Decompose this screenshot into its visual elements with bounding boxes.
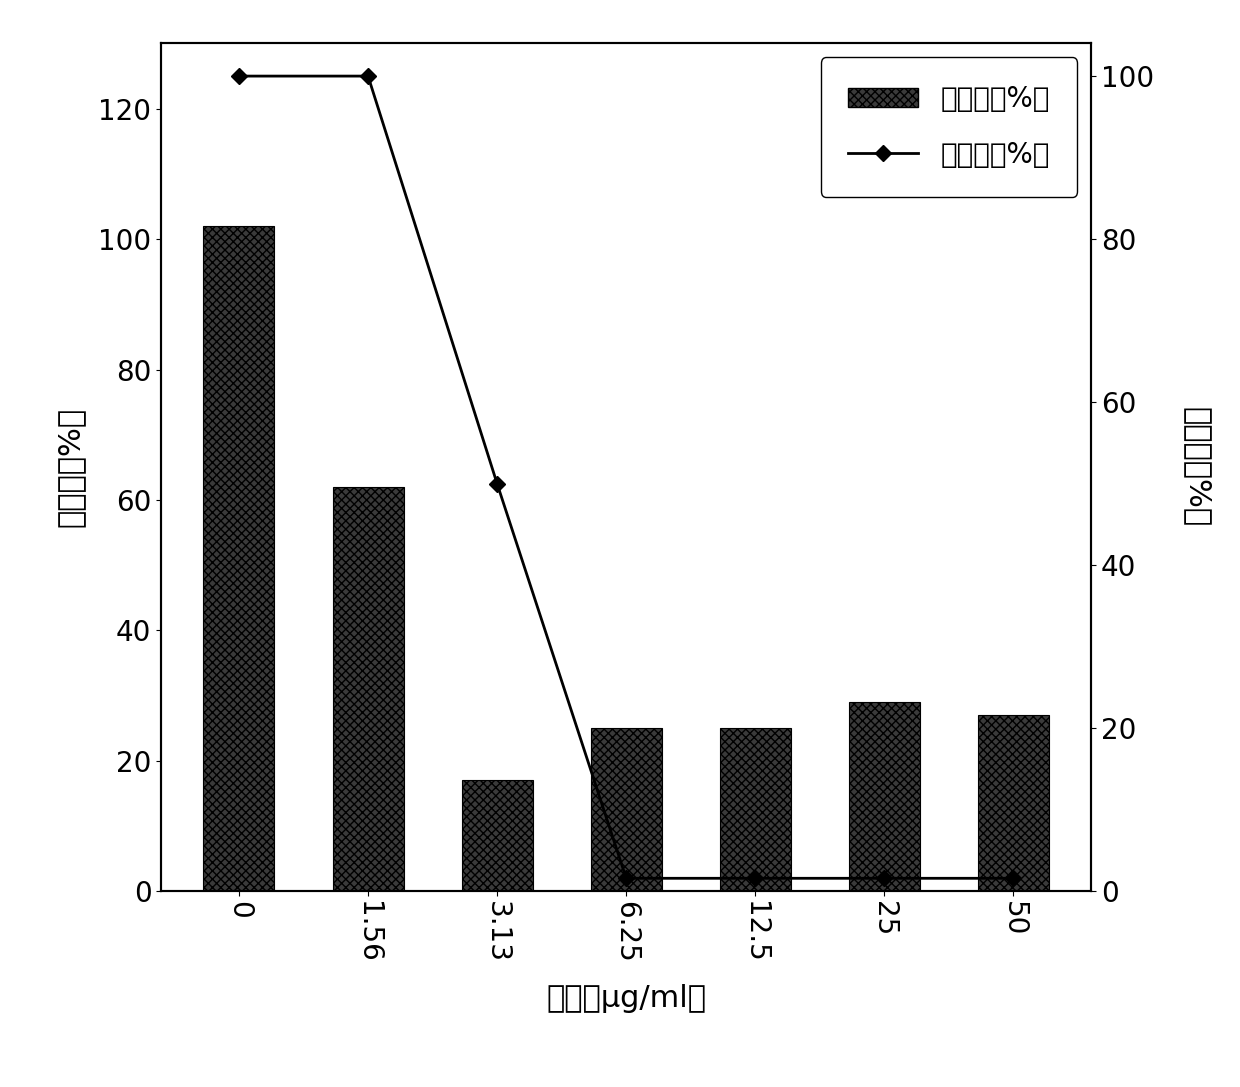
Bar (590, 728, 662, 891)
Bar (719, 728, 791, 891)
Bar (203, 226, 274, 891)
X-axis label: 浓度（μg/ml）: 浓度（μg/ml） (546, 984, 707, 1013)
Bar (978, 715, 1049, 891)
Y-axis label: 生长率（%）: 生长率（%） (1182, 408, 1210, 527)
Bar (849, 702, 920, 891)
Bar (332, 487, 403, 891)
Bar (461, 780, 533, 891)
Y-axis label: 粘附率（%）: 粘附率（%） (56, 408, 84, 527)
Legend: 粘附性（%）, 生长率（%）: 粘附性（%）, 生长率（%） (821, 58, 1078, 197)
